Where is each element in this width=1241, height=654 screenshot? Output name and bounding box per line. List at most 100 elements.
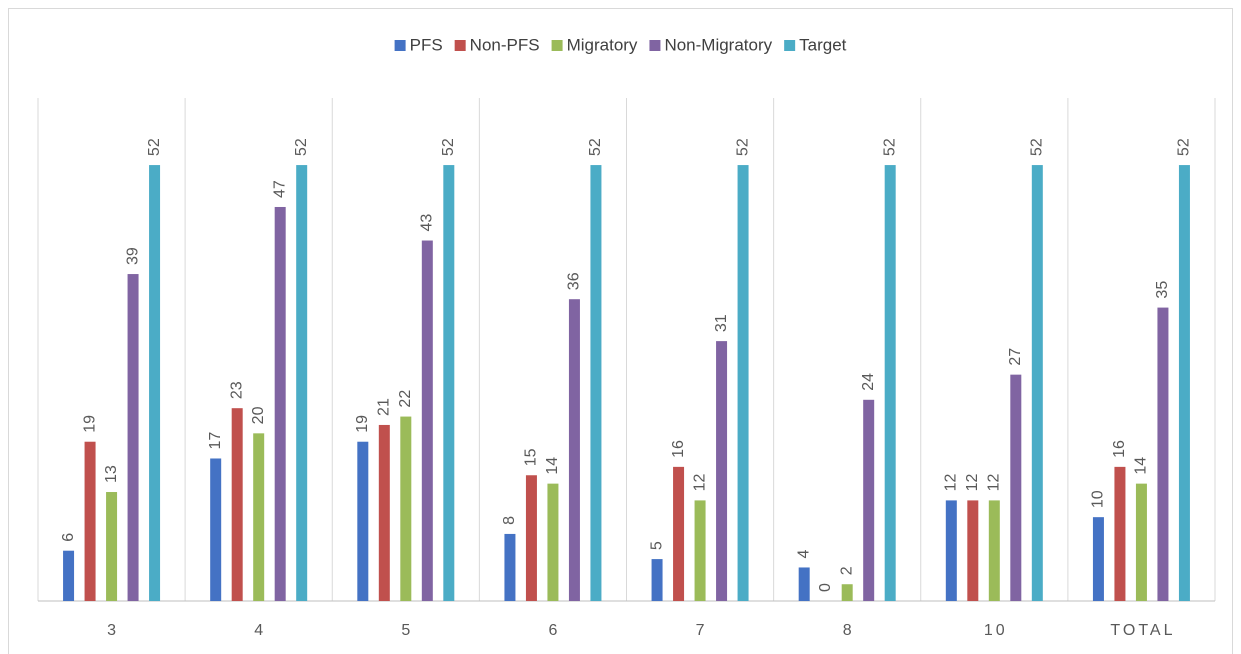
bar [651,559,663,601]
bar [798,567,810,601]
legend-swatch [649,40,661,51]
bar [443,165,455,602]
data-label: 31 [713,314,730,332]
bar [884,165,896,602]
data-label: 35 [1154,281,1171,299]
x-tick-label: 10 [984,622,1008,639]
bar [525,475,537,601]
data-label: 13 [103,465,120,483]
data-label: 19 [354,415,371,433]
data-label: 12 [691,474,708,492]
legend-swatch [454,40,466,51]
data-label: 19 [81,415,98,433]
bar [421,240,433,601]
legend-swatch [784,40,796,51]
x-tick-label: 4 [254,622,266,639]
data-label: 52 [440,138,457,156]
bar [694,500,706,601]
bar [84,441,96,601]
x-tick-label: 8 [843,622,855,639]
bar [945,500,957,601]
data-label: 47 [271,180,288,198]
data-label: 52 [881,138,898,156]
data-label: 4 [795,549,812,558]
data-label: 22 [397,390,414,408]
bar [1114,466,1126,601]
data-label: 12 [943,474,960,492]
data-label: 24 [860,373,877,391]
bar [149,165,161,602]
legend-label: Target [799,35,847,54]
data-label: 52 [587,138,604,156]
x-tick-label: 3 [107,622,119,639]
data-label: 17 [207,432,224,450]
bar [106,492,118,601]
bar [1092,517,1104,601]
legend-swatch [394,40,406,51]
data-label: 0 [817,583,834,592]
data-label: 21 [376,398,393,416]
data-label: 43 [419,214,436,232]
bar [863,399,875,601]
data-label: 20 [250,406,267,424]
data-label: 52 [146,138,163,156]
data-label: 2 [838,566,855,575]
x-tick-label: 7 [696,622,708,639]
data-label: 36 [566,272,583,290]
x-tick-label: 5 [401,622,413,639]
bar [1010,374,1022,601]
bar [547,483,559,601]
bar [357,441,369,601]
data-label: 12 [986,474,1003,492]
data-label: 23 [228,381,245,399]
legend-label: Non-PFS [470,35,540,54]
data-label: 5 [648,541,665,550]
data-label: 10 [1090,490,1107,508]
bar [63,550,75,601]
bar [590,165,602,602]
data-label: 14 [544,457,561,475]
bar [1157,307,1169,601]
bar [504,533,516,601]
bar [1031,165,1043,602]
legend-label: Migratory [567,35,638,54]
bar [841,584,853,601]
legend-label: Non-Migratory [664,35,772,54]
bar [988,500,1000,601]
data-label: 14 [1133,457,1150,475]
data-label: 52 [734,138,751,156]
bar [296,165,308,602]
legend: PFS Non-PFS Migratory Non-Migratory Target [394,35,847,54]
data-label: 52 [1176,138,1193,156]
bar [673,466,685,601]
bar [378,424,390,601]
bar [1178,165,1190,602]
data-label: 6 [60,533,77,542]
data-label: 12 [964,474,981,492]
data-label: 27 [1007,348,1024,366]
bar [967,500,979,601]
bar [737,165,749,602]
data-label: 52 [293,138,310,156]
bar [716,341,728,601]
bar [253,433,265,601]
data-label: 8 [501,516,518,525]
chart-frame [8,8,1233,654]
data-label: 15 [523,448,540,466]
data-label: 16 [1111,440,1128,458]
data-label: 52 [1029,138,1046,156]
legend-label: PFS [410,35,443,54]
x-tick-label: TOTAL [1110,622,1175,639]
bar [231,408,243,601]
bar [274,206,286,601]
bar [127,274,139,601]
data-label: 39 [124,247,141,265]
legend-swatch [551,40,563,51]
bar [1135,483,1147,601]
bar [400,416,412,601]
x-tick-label: 6 [548,622,560,639]
bar [568,299,580,601]
data-label: 16 [670,440,687,458]
bar [210,458,222,601]
